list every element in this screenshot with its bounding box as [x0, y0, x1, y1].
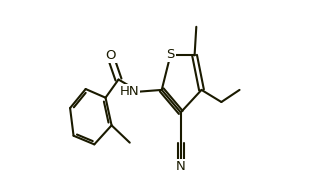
Text: S: S: [166, 48, 175, 61]
Text: O: O: [106, 49, 116, 62]
Text: HN: HN: [120, 85, 139, 98]
Text: N: N: [176, 160, 186, 173]
